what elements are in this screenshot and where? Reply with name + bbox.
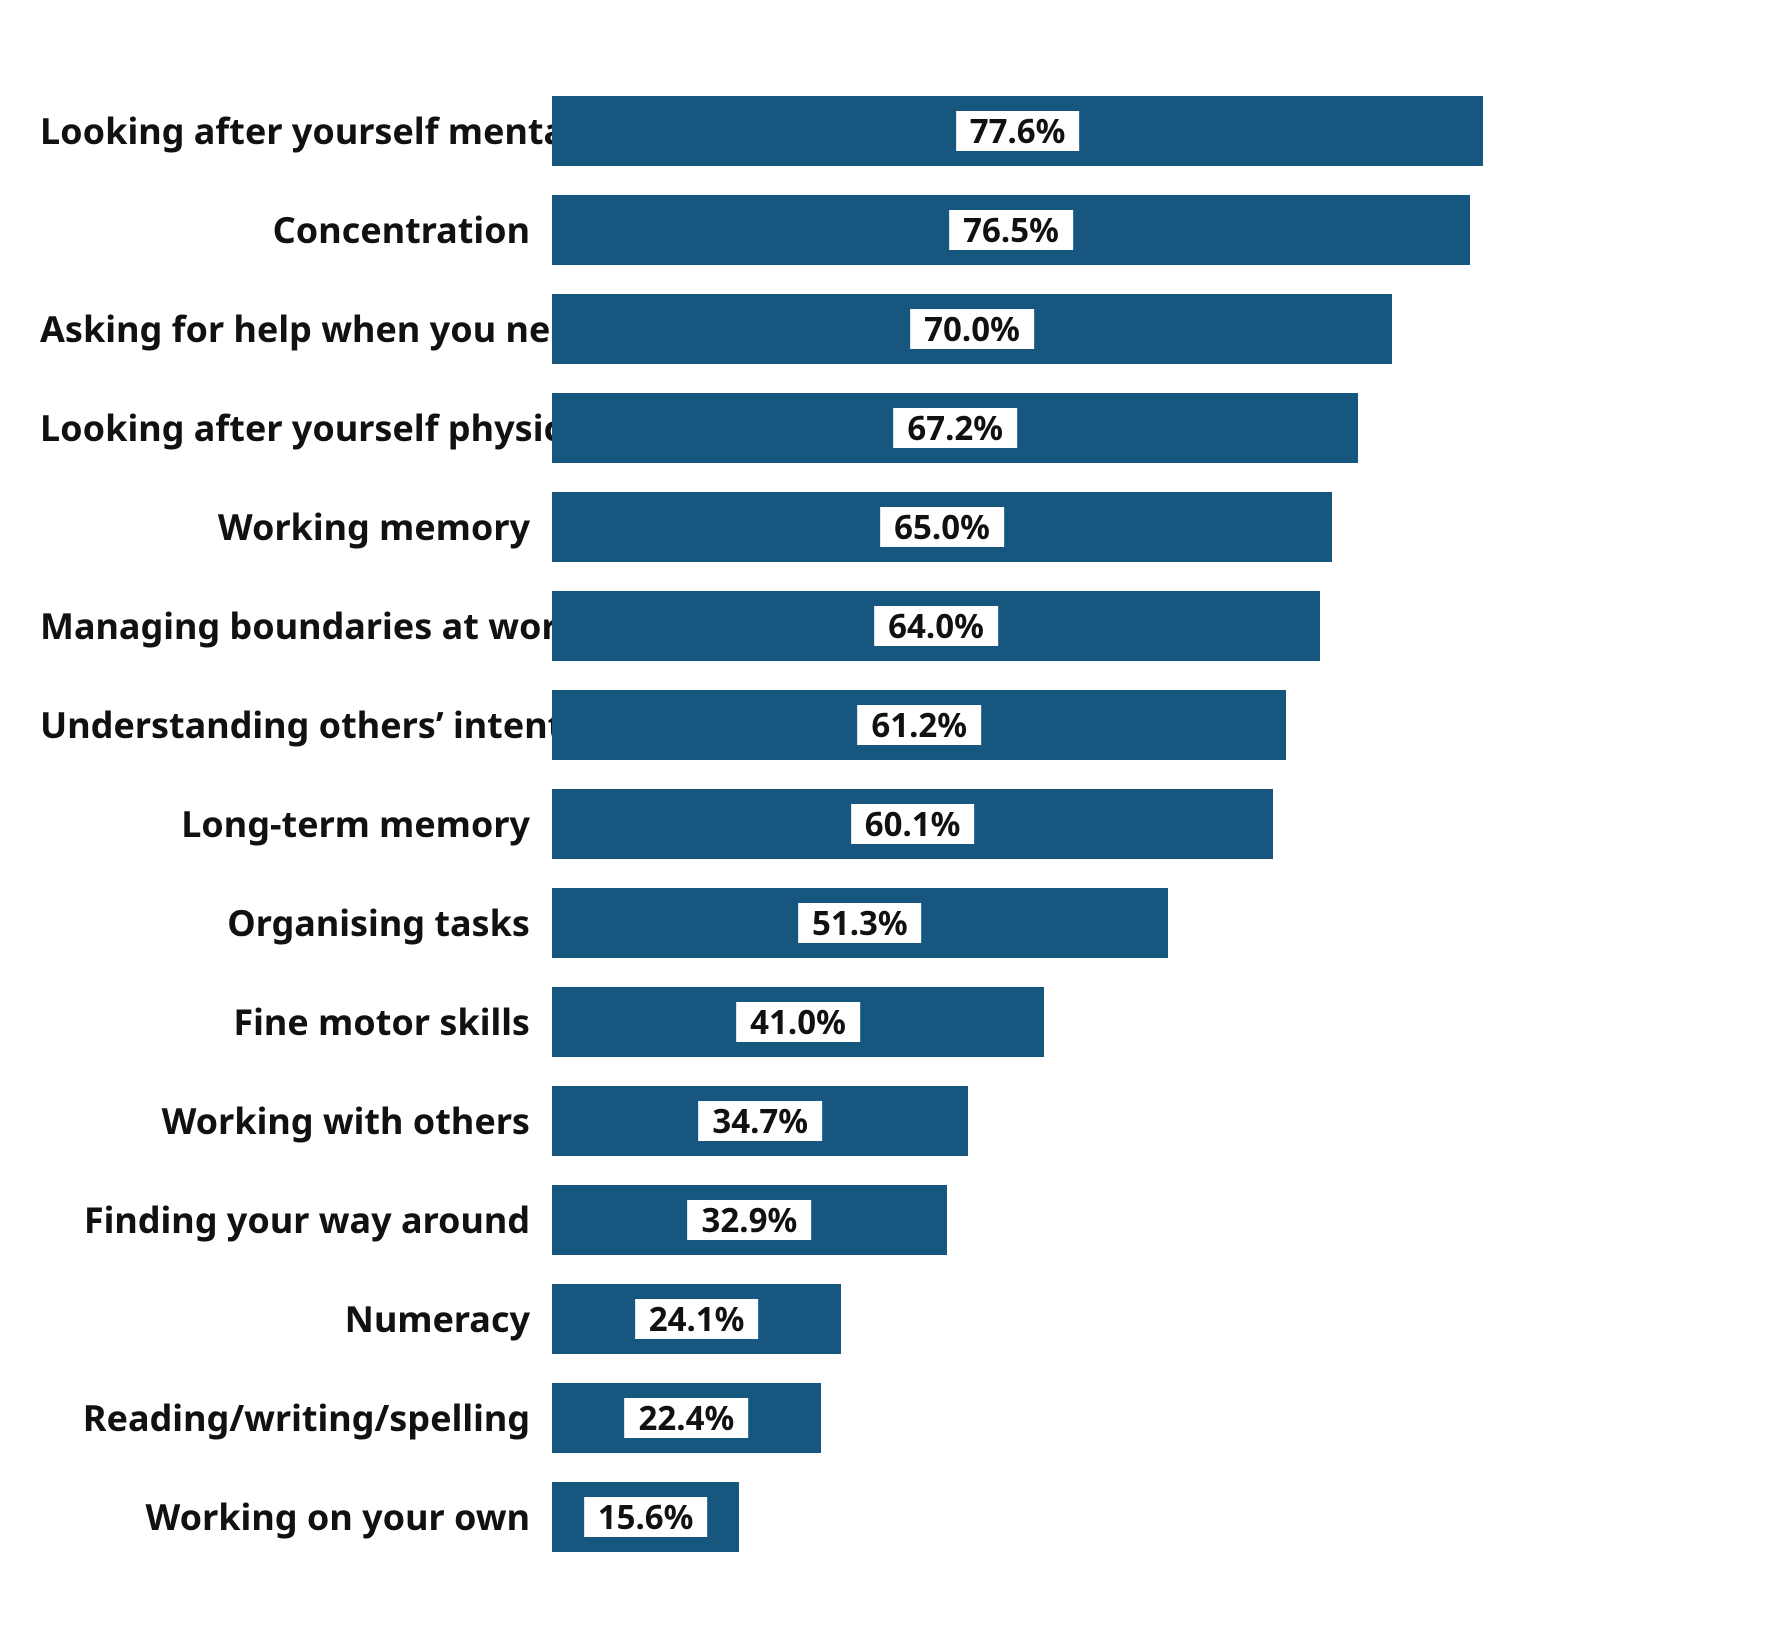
value-label: 34.7% xyxy=(698,1101,822,1141)
value-label: 60.1% xyxy=(851,804,975,844)
bar-fill: 22.4% xyxy=(552,1383,821,1453)
category-label: Finding your way around xyxy=(40,1200,552,1240)
bar-fill: 64.0% xyxy=(552,591,1320,661)
category-label: Asking for help when you need it xyxy=(40,309,552,349)
bar-row: Fine motor skills 41.0% xyxy=(40,987,1752,1057)
horizontal-bar-chart: Looking after yourself mentally 77.6% Conc… xyxy=(40,96,1752,1581)
bar-fill: 76.5% xyxy=(552,195,1470,265)
bar-row: Concentration 76.5% xyxy=(40,195,1752,265)
bar-fill: 41.0% xyxy=(552,987,1044,1057)
bar-row: Working on your own 15.6% xyxy=(40,1482,1752,1552)
value-label: 32.9% xyxy=(688,1200,812,1240)
value-label: 70.0% xyxy=(910,309,1034,349)
bar-row: Long-term memory 60.1% xyxy=(40,789,1752,859)
category-label: Working memory xyxy=(40,507,552,547)
bar-track: 24.1% xyxy=(552,1284,1752,1354)
bar-track: 61.2% xyxy=(552,690,1752,760)
value-label: 65.0% xyxy=(880,507,1004,547)
bar-row: Looking after yourself mentally 77.6% xyxy=(40,96,1752,166)
bar-fill: 61.2% xyxy=(552,690,1286,760)
value-label: 67.2% xyxy=(893,408,1017,448)
bar-track: 65.0% xyxy=(552,492,1752,562)
category-label: Looking after yourself mentally xyxy=(40,111,552,151)
bar-fill: 65.0% xyxy=(552,492,1332,562)
value-label: 41.0% xyxy=(736,1002,860,1042)
bar-row: Understanding others’ intentions 61.2% xyxy=(40,690,1752,760)
bar-row: Finding your way around 32.9% xyxy=(40,1185,1752,1255)
bar-fill: 24.1% xyxy=(552,1284,841,1354)
value-label: 76.5% xyxy=(949,210,1073,250)
category-label: Managing boundaries at work xyxy=(40,606,552,646)
category-label: Numeracy xyxy=(40,1299,552,1339)
bar-track: 60.1% xyxy=(552,789,1752,859)
category-label: Looking after yourself physically xyxy=(40,408,552,448)
bar-row: Reading/writing/spelling 22.4% xyxy=(40,1383,1752,1453)
bar-track: 77.6% xyxy=(552,96,1752,166)
bar-row: Managing boundaries at work 64.0% xyxy=(40,591,1752,661)
bar-row: Organising tasks 51.3% xyxy=(40,888,1752,958)
bar-fill: 60.1% xyxy=(552,789,1273,859)
bar-track: 15.6% xyxy=(552,1482,1752,1552)
value-label: 15.6% xyxy=(584,1497,708,1537)
category-label: Working with others xyxy=(40,1101,552,1141)
bar-row: Working memory 65.0% xyxy=(40,492,1752,562)
value-label: 61.2% xyxy=(857,705,981,745)
bar-row: Numeracy 24.1% xyxy=(40,1284,1752,1354)
bar-row: Asking for help when you need it 70.0% xyxy=(40,294,1752,364)
bar-fill: 32.9% xyxy=(552,1185,947,1255)
value-label: 51.3% xyxy=(798,903,922,943)
category-label: Organising tasks xyxy=(40,903,552,943)
category-label: Fine motor skills xyxy=(40,1002,552,1042)
bar-row: Looking after yourself physically 67.2% xyxy=(40,393,1752,463)
bar-fill: 15.6% xyxy=(552,1482,739,1552)
category-label: Understanding others’ intentions xyxy=(40,705,552,745)
bar-fill: 34.7% xyxy=(552,1086,968,1156)
bar-fill: 67.2% xyxy=(552,393,1358,463)
value-label: 22.4% xyxy=(625,1398,749,1438)
bar-track: 51.3% xyxy=(552,888,1752,958)
bar-track: 32.9% xyxy=(552,1185,1752,1255)
bar-fill: 77.6% xyxy=(552,96,1483,166)
bar-track: 70.0% xyxy=(552,294,1752,364)
category-label: Concentration xyxy=(40,210,552,250)
category-label: Working on your own xyxy=(40,1497,552,1537)
bar-fill: 51.3% xyxy=(552,888,1168,958)
bar-row: Working with others 34.7% xyxy=(40,1086,1752,1156)
bar-track: 64.0% xyxy=(552,591,1752,661)
value-label: 24.1% xyxy=(635,1299,759,1339)
category-label: Reading/writing/spelling xyxy=(40,1398,552,1438)
bar-track: 76.5% xyxy=(552,195,1752,265)
category-label: Long-term memory xyxy=(40,804,552,844)
value-label: 64.0% xyxy=(874,606,998,646)
value-label: 77.6% xyxy=(956,111,1080,151)
bar-track: 22.4% xyxy=(552,1383,1752,1453)
bar-track: 34.7% xyxy=(552,1086,1752,1156)
bar-track: 67.2% xyxy=(552,393,1752,463)
bar-track: 41.0% xyxy=(552,987,1752,1057)
bar-fill: 70.0% xyxy=(552,294,1392,364)
